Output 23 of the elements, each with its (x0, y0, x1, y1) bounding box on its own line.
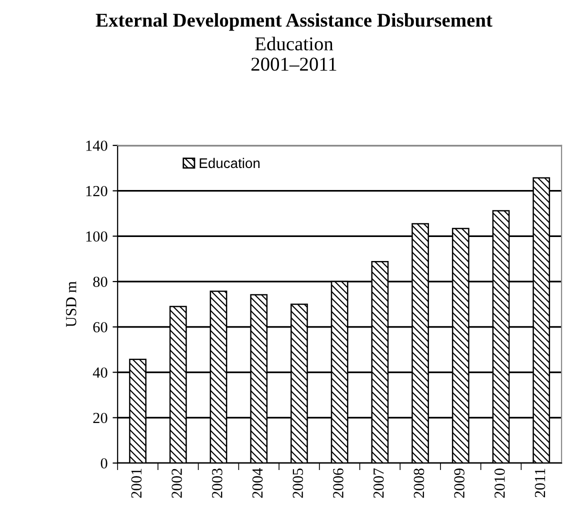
y-tick-label: 80 (93, 276, 108, 287)
y-tick-label: 40 (92, 367, 108, 378)
legend-label: Education (200, 158, 260, 168)
y-tick-label: 60 (93, 322, 108, 332)
chart-title: External Development Assistance Disbursement (96, 13, 492, 31)
x-tick-label: 2005 (292, 468, 304, 498)
x-tick-label: 2008 (414, 468, 424, 498)
chart-subtitle: Education 2001–2011 (251, 36, 336, 71)
x-tick-label: 2009 (454, 468, 464, 498)
y-axis-title: USD m (66, 281, 76, 328)
x-tick-label: 2010 (494, 468, 505, 498)
y-tick-label: 100 (86, 231, 108, 242)
y-tick-label: 0 (100, 458, 108, 468)
y-tick-label: 140 (86, 140, 108, 151)
x-tick-label: 2004 (252, 468, 263, 498)
x-tick-label: 2011 (534, 468, 546, 498)
x-tick-label: 2001 (131, 468, 142, 498)
x-tick-label: 2006 (333, 468, 344, 498)
x-tick-label: 2002 (172, 468, 182, 498)
x-tick-label: 2003 (212, 468, 222, 498)
y-tick-label: 20 (93, 412, 108, 424)
y-tick-label: 120 (86, 186, 108, 196)
x-tick-label: 2007 (373, 468, 384, 498)
